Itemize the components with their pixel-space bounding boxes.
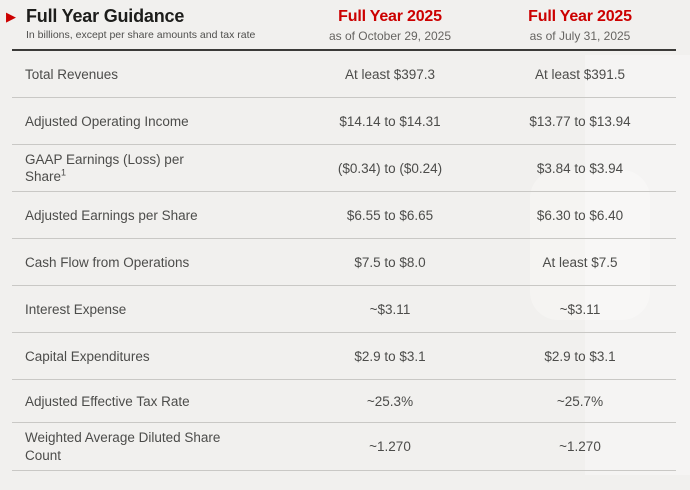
row-label: GAAP Earnings (Loss) per Share1 [12,151,225,186]
guidance-table: Total Revenues At least $397.3 At least … [12,51,676,472]
row-label: Interest Expense [25,301,127,317]
table-row-interest-expense: Interest Expense ~$3.11 ~$3.11 [12,286,676,334]
table-row-cash-flow: Cash Flow from Operations $7.5 to $8.0 A… [12,239,676,287]
row-value-prior: ~1.270 [559,439,601,455]
row-value-prior: $2.9 to $3.1 [544,348,616,364]
table-row-adjusted-operating-income: Adjusted Operating Income $14.14 to $14.… [12,98,676,146]
row-value-current: At least $397.3 [344,66,436,82]
table-row-tax-rate: Adjusted Effective Tax Rate ~25.3% ~25.7… [12,380,676,424]
row-label: Cash Flow from Operations [25,254,190,270]
row-label: Adjusted Operating Income [25,113,189,129]
title-block: ▶ Full Year Guidance In billions, except… [6,0,310,41]
column-subtitle-current: as of October 29, 2025 [328,29,452,44]
row-label: Adjusted Effective Tax Rate [25,393,190,409]
row-label: Capital Expenditures [25,348,150,364]
table-row-gaap-eps: GAAP Earnings (Loss) per Share1 ($0.34) … [12,145,676,193]
row-value-prior: ~25.7% [556,393,604,409]
table-row-capital-expenditures: Capital Expenditures $2.9 to $3.1 $2.9 t… [12,333,676,381]
row-value-prior: $13.77 to $13.94 [529,113,631,129]
column-header-prior: Full Year 2025 as of July 31, 2025 [500,0,660,43]
row-value-current: $14.14 to $14.31 [339,113,441,129]
table-row-adjusted-eps: Adjusted Earnings per Share $6.55 to $6.… [12,192,676,240]
row-value-current: ($0.34) to ($0.24) [337,160,443,176]
row-value-prior: $3.84 to $3.94 [536,160,624,176]
row-value-current: $2.9 to $3.1 [354,348,426,364]
row-label: Total Revenues [25,66,119,82]
row-value-current: $6.55 to $6.65 [346,207,434,223]
page-subtitle: In billions, except per share amounts an… [26,29,256,41]
row-value-prior: $6.30 to $6.40 [536,207,624,223]
row-value-current: ~$3.11 [369,301,411,317]
column-header-current: Full Year 2025 as of October 29, 2025 [310,0,470,43]
column-title-prior: Full Year 2025 [528,8,632,25]
footnote-marker: 1 [61,167,67,178]
row-value-prior: At least $391.5 [534,66,626,82]
column-subtitle-prior: as of July 31, 2025 [529,29,631,44]
row-value-current: $7.5 to $8.0 [354,254,426,270]
row-value-current: ~1.270 [369,439,411,455]
triangle-bullet-icon: ▶ [6,9,16,24]
row-label: Weighted Average Diluted Share Count [25,430,221,463]
header-divider [12,49,676,52]
row-value-prior: ~$3.11 [559,301,601,317]
header: ▶ Full Year Guidance In billions, except… [0,0,690,43]
row-value-current: ~25.3% [366,393,414,409]
row-label: Adjusted Earnings per Share [25,207,198,223]
column-title-current: Full Year 2025 [338,8,442,25]
table-row-total-revenues: Total Revenues At least $397.3 At least … [12,51,676,99]
row-label-text: GAAP Earnings (Loss) per Share [25,151,184,185]
table-row-share-count: Weighted Average Diluted Share Count ~1.… [12,423,676,472]
row-value-prior: At least $7.5 [542,254,618,270]
page-title: Full Year Guidance [26,6,185,26]
guidance-slide: ▶ Full Year Guidance In billions, except… [0,0,690,472]
